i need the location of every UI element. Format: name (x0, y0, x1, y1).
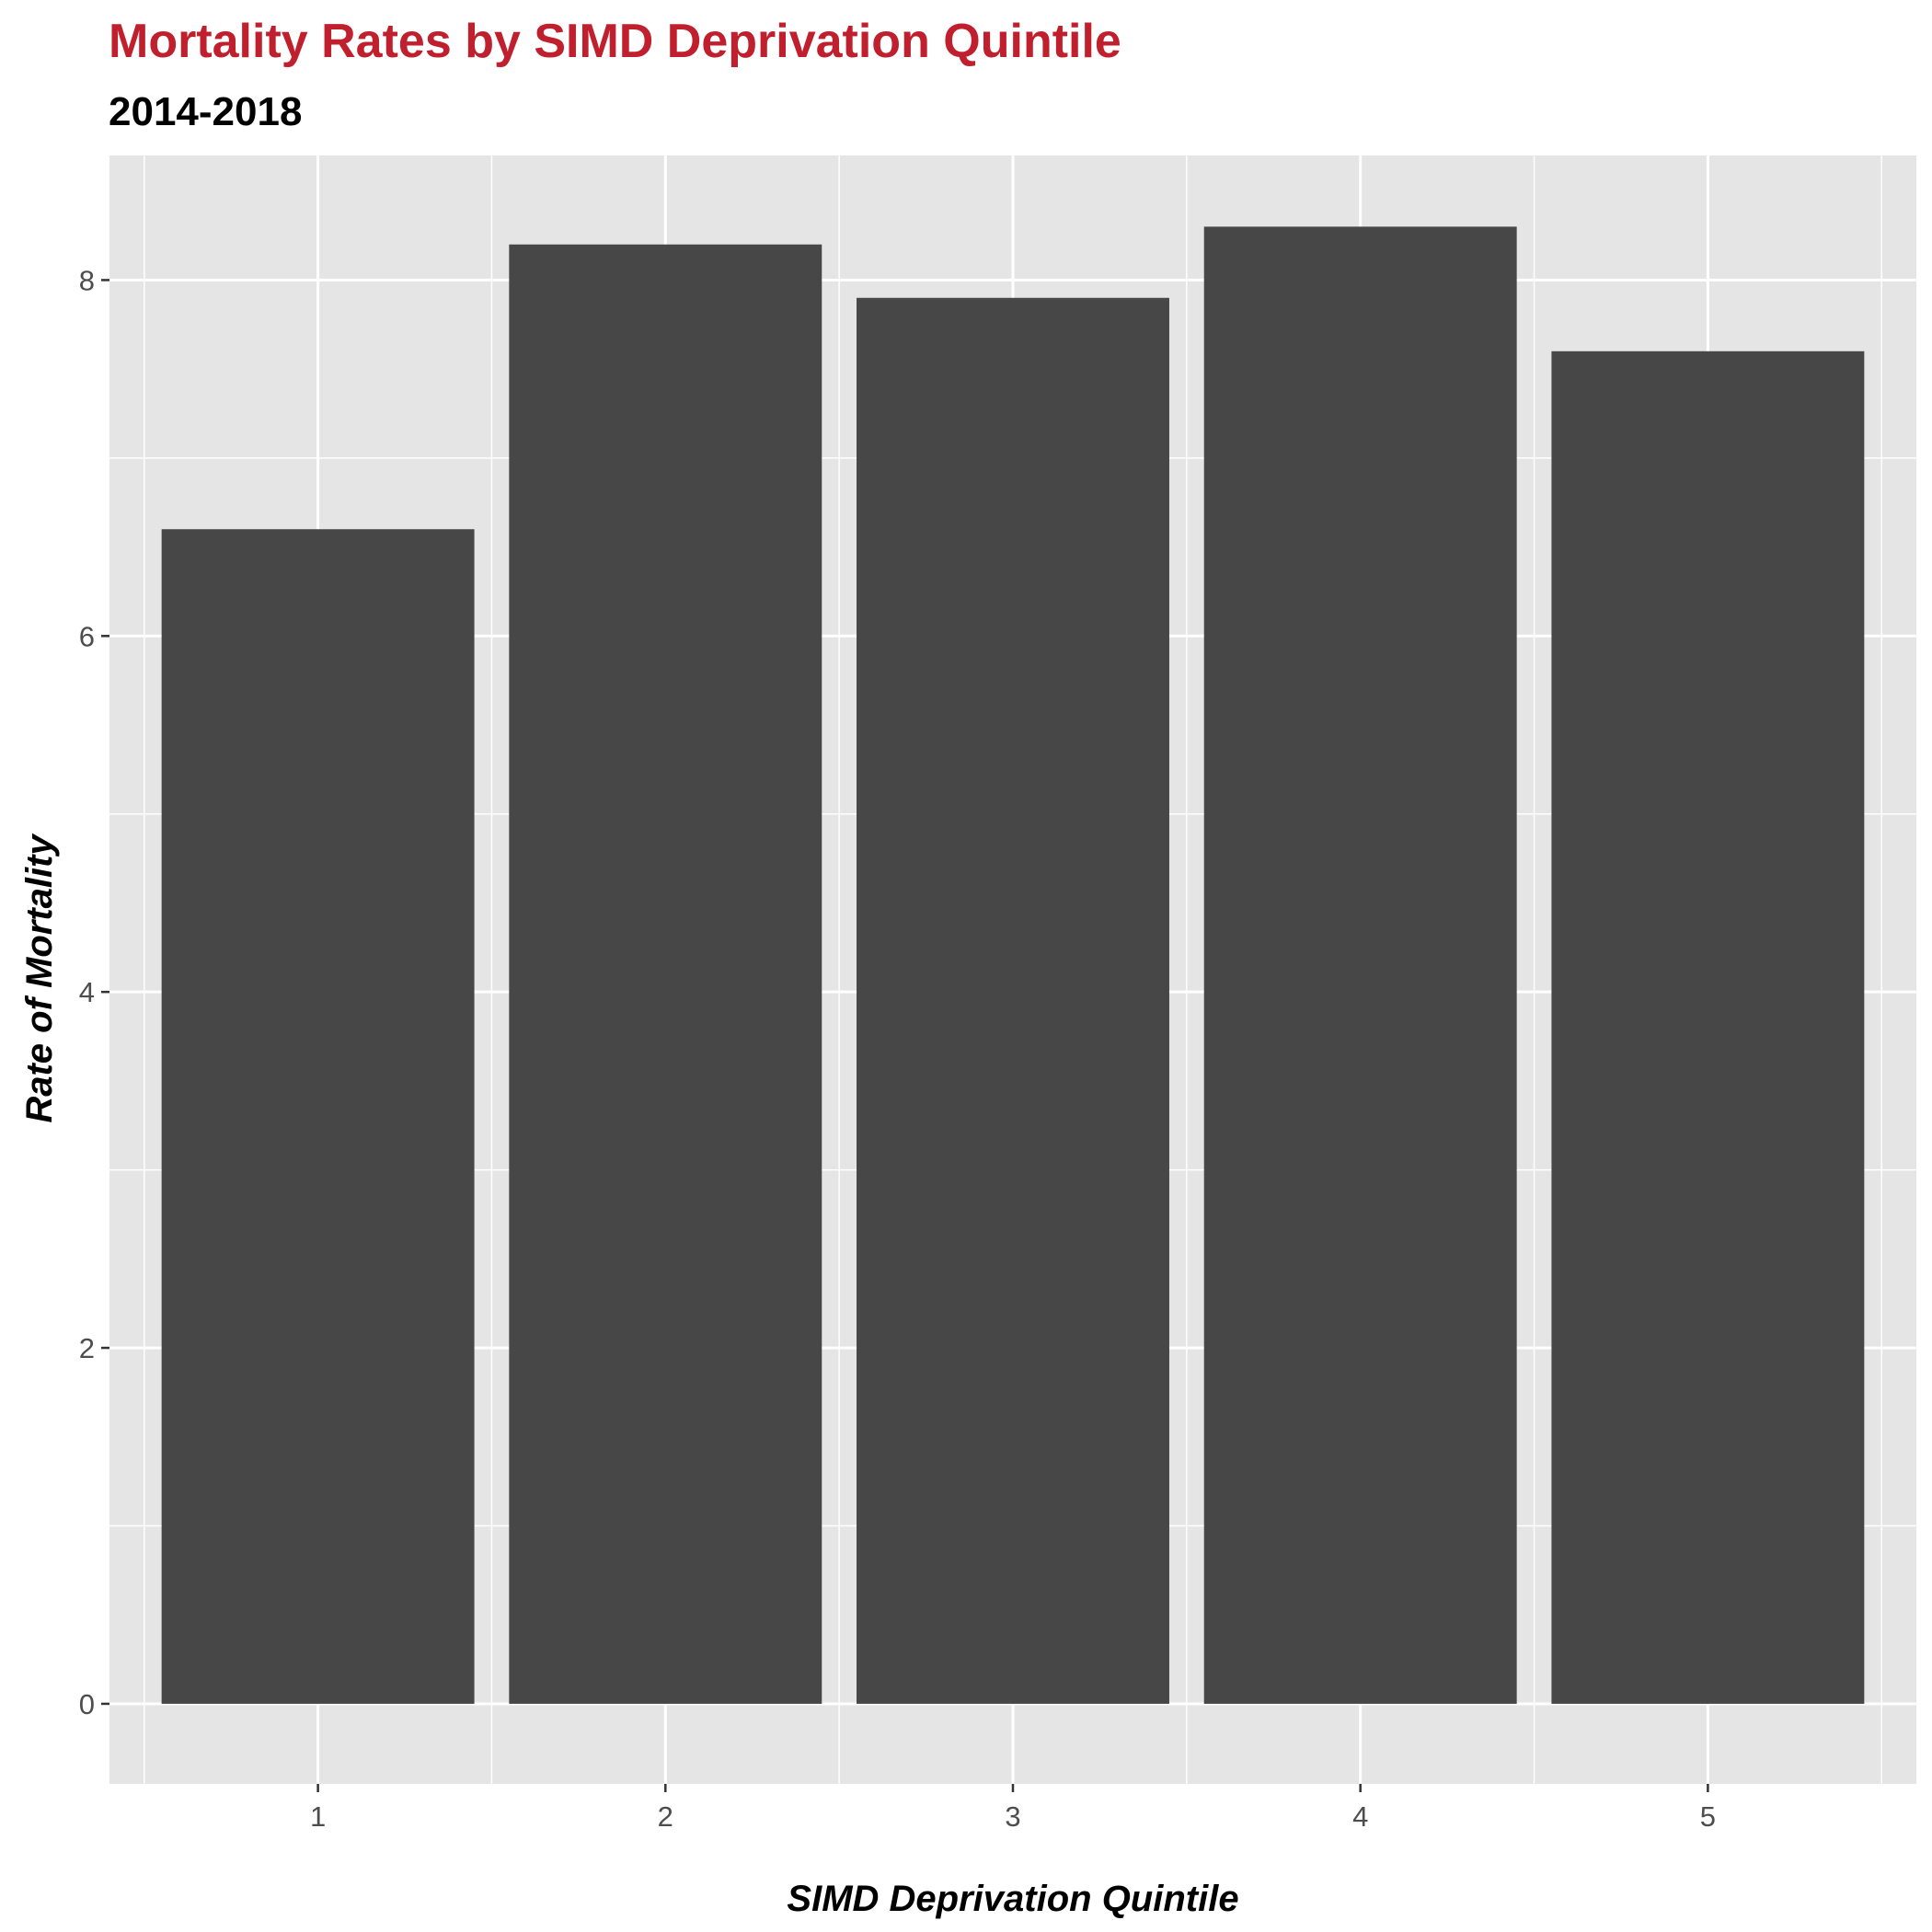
y-tick-label: 6 (79, 620, 95, 652)
y-tick-label: 4 (79, 976, 95, 1008)
bar-quintile-4 (1203, 226, 1517, 1704)
axis-ticks: 0 2 4 6 8 1 2 3 4 5 (79, 264, 1716, 1833)
x-tick-label: 5 (1700, 1800, 1716, 1833)
chart-subtitle: 2014-2018 (109, 89, 302, 134)
bar-quintile-5 (1551, 351, 1865, 1704)
x-tick-label: 2 (658, 1800, 673, 1833)
bars (161, 226, 1865, 1704)
y-tick-label: 2 (79, 1332, 95, 1364)
y-tick-label: 8 (79, 264, 95, 296)
x-axis-label: SIMD Deprivation Quintile (787, 1879, 1238, 1919)
x-tick-label: 1 (310, 1800, 326, 1833)
y-axis-label: Rate of Mortality (19, 834, 60, 1123)
bar-quintile-2 (509, 244, 822, 1704)
bar-quintile-3 (857, 297, 1169, 1704)
y-tick-label: 0 (79, 1688, 95, 1720)
bar-quintile-1 (161, 529, 475, 1704)
chart-title: Mortality Rates by SIMD Deprivation Quin… (109, 15, 1121, 68)
x-tick-label: 4 (1352, 1800, 1368, 1833)
x-tick-label: 3 (1005, 1800, 1020, 1833)
